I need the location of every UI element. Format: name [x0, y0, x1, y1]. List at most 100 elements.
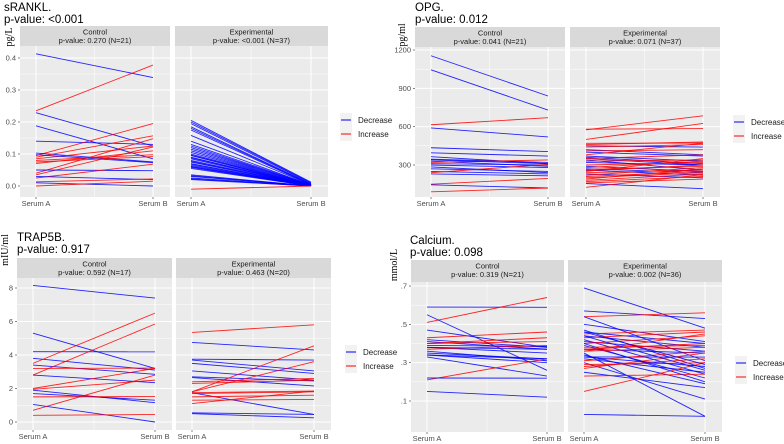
increase-line	[583, 352, 706, 369]
increase-line	[191, 391, 315, 394]
decrease-line	[426, 350, 548, 362]
increase-line	[191, 398, 315, 401]
plot-background	[176, 278, 331, 430]
x-tick-label: Serum B	[688, 199, 717, 208]
legend-key-bg	[345, 345, 357, 373]
decrease-line	[585, 158, 704, 166]
decrease-line	[583, 371, 706, 389]
y-tick-label: 0.2	[6, 118, 16, 127]
increase-line	[585, 173, 704, 181]
decrease-line	[430, 164, 549, 169]
chart-panel-opg: OPG.p-value: 0.012 pg/ml 300 600 900 1200 Cont…	[394, 2, 784, 208]
increase-line	[32, 379, 156, 390]
increase-line	[32, 374, 156, 411]
decrease-line	[35, 182, 154, 187]
increase-line	[32, 312, 156, 364]
decrease-line	[583, 362, 706, 400]
increase-line	[426, 358, 548, 381]
decrease-line	[35, 140, 154, 145]
facet-strip	[568, 260, 722, 282]
increase-line	[35, 156, 154, 163]
decrease-line	[430, 69, 549, 111]
facet-stat: p-value: 0.270 (N=21)	[59, 36, 132, 45]
increase-line	[191, 390, 315, 405]
decrease-line	[190, 140, 312, 186]
decrease-line	[583, 331, 706, 344]
decrease-line	[430, 184, 549, 189]
decrease-line	[191, 413, 315, 419]
y-tick-label: 600	[398, 122, 411, 131]
decrease-line	[426, 354, 548, 364]
decrease-line	[32, 403, 156, 423]
facet-strip	[175, 26, 328, 46]
increase-line	[35, 123, 154, 157]
increase-line	[583, 362, 706, 366]
increase-line	[585, 174, 704, 188]
increase-line	[35, 138, 154, 174]
decrease-line	[583, 335, 706, 371]
plot-background	[17, 278, 172, 430]
legend-decrease-label: Decrease	[751, 118, 784, 127]
decrease-line	[583, 358, 706, 373]
decrease-line	[190, 126, 312, 185]
decrease-line	[191, 359, 315, 372]
y-tick-label: .5	[401, 320, 407, 329]
legend-increase-label: Increase	[751, 132, 782, 141]
decrease-line	[190, 148, 312, 186]
increase-line	[426, 297, 548, 323]
increase-line	[32, 323, 156, 376]
increase-line	[35, 163, 154, 179]
x-tick-label: Serum B	[533, 199, 562, 208]
increase-line	[35, 178, 154, 183]
y-tick-label: 2	[9, 384, 13, 393]
decrease-line	[35, 169, 154, 172]
decrease-line	[583, 323, 706, 343]
y-tick-label: 900	[398, 84, 411, 93]
decrease-line	[190, 127, 312, 185]
facet-name: Control	[83, 28, 108, 37]
facet-name: Experimental	[232, 260, 276, 269]
decrease-line	[426, 329, 548, 348]
x-tick-label: Serum A	[19, 432, 48, 441]
y-tick-label: 300	[398, 161, 411, 170]
increase-line	[585, 161, 704, 166]
decrease-line	[35, 154, 154, 164]
increase-line	[583, 312, 706, 318]
x-tick-label: Serum A	[22, 199, 51, 208]
decrease-line	[430, 173, 549, 177]
legend: Decrease Increase	[340, 113, 393, 141]
y-tick-label: .7	[401, 282, 407, 291]
x-tick-label: Serum B	[296, 199, 325, 208]
facet-stat: p-value: 0.041 (N=21)	[454, 37, 527, 46]
legend: Decrease Increase	[735, 356, 784, 384]
increase-line	[191, 345, 315, 393]
chart-title: OPG.	[415, 2, 444, 14]
legend: Decrease Increase	[345, 345, 398, 373]
y-tick-label: 1200	[394, 46, 411, 55]
y-axis-label: mmol/L	[389, 249, 400, 281]
facet-stat: p-value: 0.319 (N=21)	[451, 270, 524, 279]
decrease-line	[585, 183, 704, 190]
y-tick-label: 4	[9, 351, 13, 360]
increase-line	[585, 176, 704, 183]
decrease-line	[32, 285, 156, 299]
chart-panel-srankl: sRANKL.p-value: <0.001 pg/L 0.0 0.1 0.2 0.3 0.…	[4, 2, 393, 208]
facet-stat: p-value: <0.001 (N=37)	[213, 36, 291, 45]
chart-title: sRANKL.	[4, 2, 51, 14]
decrease-line	[583, 354, 706, 385]
decrease-line	[430, 152, 549, 157]
facet-strip	[176, 258, 331, 278]
increase-line	[430, 159, 549, 163]
y-tick-label: 0.4	[6, 54, 16, 63]
y-tick-label: 6	[9, 317, 13, 326]
legend-key-bg	[340, 113, 352, 141]
chart-title: TRAP5B.	[17, 232, 65, 244]
decrease-line	[583, 343, 706, 383]
facet-stat: p-value: 0.002 (N=36)	[609, 270, 682, 279]
decrease-line	[585, 145, 704, 148]
